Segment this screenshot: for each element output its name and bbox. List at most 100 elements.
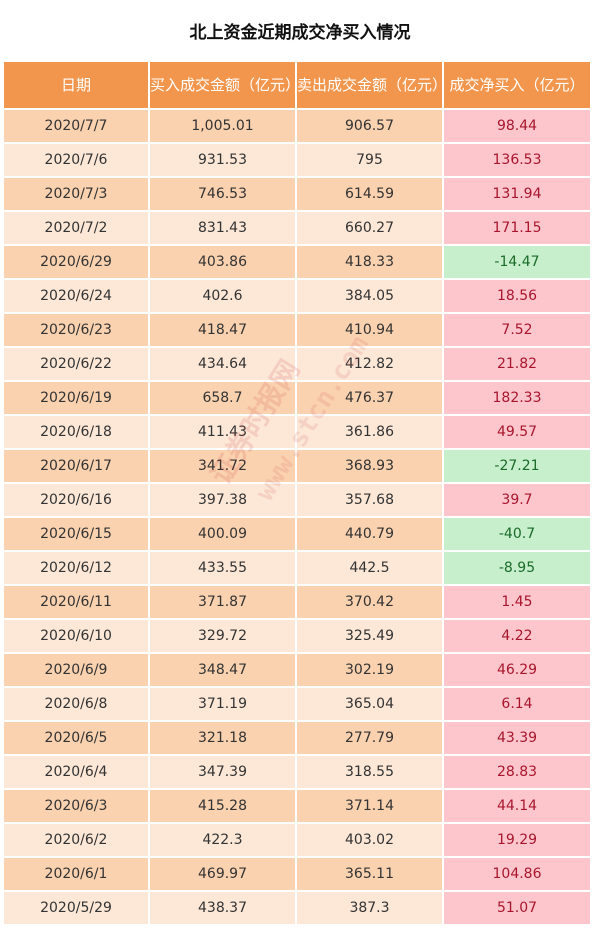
cell-sell: 906.57 [297,110,442,142]
cell-buy: 415.28 [150,790,295,822]
cell-date: 2020/6/1 [4,858,148,890]
cell-date: 2020/6/11 [4,586,148,618]
cell-date: 2020/7/3 [4,178,148,210]
cell-date: 2020/7/6 [4,144,148,176]
cell-sell: 365.11 [297,858,442,890]
cell-date: 2020/6/18 [4,416,148,448]
cell-net: 39.7 [444,484,590,516]
cell-sell: 476.37 [297,382,442,414]
cell-net: 171.15 [444,212,590,244]
cell-net: 4.22 [444,620,590,652]
cell-buy: 434.64 [150,348,295,380]
table-row: 2020/6/24 402.6 384.05 18.56 [4,280,590,312]
cell-sell: 365.04 [297,688,442,720]
cell-date: 2020/6/10 [4,620,148,652]
table-row: 2020/6/9 348.47 302.19 46.29 [4,654,590,686]
cell-sell: 795 [297,144,442,176]
cell-sell: 412.82 [297,348,442,380]
table-row: 2020/6/15 400.09 440.79 -40.7 [4,518,590,550]
cell-date: 2020/6/19 [4,382,148,414]
cell-buy: 438.37 [150,892,295,924]
table-row: 2020/7/6 931.53 795 136.53 [4,144,590,176]
cell-sell: 325.49 [297,620,442,652]
table-row: 2020/6/23 418.47 410.94 7.52 [4,314,590,346]
cell-buy: 371.87 [150,586,295,618]
cell-buy: 397.38 [150,484,295,516]
cell-date: 2020/6/15 [4,518,148,550]
cell-sell: 302.19 [297,654,442,686]
table-row: 2020/6/18 411.43 361.86 49.57 [4,416,590,448]
table-row: 2020/6/22 434.64 412.82 21.82 [4,348,590,380]
cell-sell: 410.94 [297,314,442,346]
cell-date: 2020/6/17 [4,450,148,482]
cell-sell: 442.5 [297,552,442,584]
cell-net: 43.39 [444,722,590,754]
cell-buy: 321.18 [150,722,295,754]
data-table: 日期 买入成交金额（亿元） 卖出成交金额（亿元） 成交净买入（亿元） 2020/… [2,60,592,926]
header-row: 日期 买入成交金额（亿元） 卖出成交金额（亿元） 成交净买入（亿元） [4,62,590,108]
cell-sell: 361.86 [297,416,442,448]
cell-net: 1.45 [444,586,590,618]
table-row: 2020/5/29 438.37 387.3 51.07 [4,892,590,924]
cell-net: 104.86 [444,858,590,890]
cell-net: -40.7 [444,518,590,550]
table-row: 2020/6/8 371.19 365.04 6.14 [4,688,590,720]
cell-net: -14.47 [444,246,590,278]
cell-sell: 614.59 [297,178,442,210]
cell-buy: 341.72 [150,450,295,482]
cell-buy: 329.72 [150,620,295,652]
table-row: 2020/6/4 347.39 318.55 28.83 [4,756,590,788]
table-row: 2020/6/19 658.7 476.37 182.33 [4,382,590,414]
table-row: 2020/6/10 329.72 325.49 4.22 [4,620,590,652]
cell-date: 2020/6/5 [4,722,148,754]
cell-buy: 403.86 [150,246,295,278]
cell-buy: 658.7 [150,382,295,414]
cell-net: 46.29 [444,654,590,686]
cell-sell: 277.79 [297,722,442,754]
cell-buy: 831.43 [150,212,295,244]
table-row: 2020/6/17 341.72 368.93 -27.21 [4,450,590,482]
cell-sell: 368.93 [297,450,442,482]
table-row: 2020/6/29 403.86 418.33 -14.47 [4,246,590,278]
table-row: 2020/6/12 433.55 442.5 -8.95 [4,552,590,584]
cell-sell: 371.14 [297,790,442,822]
table-row: 2020/6/11 371.87 370.42 1.45 [4,586,590,618]
column-header-buy: 买入成交金额（亿元） [150,62,295,108]
cell-net: 7.52 [444,314,590,346]
cell-net: 51.07 [444,892,590,924]
table-row: 2020/6/3 415.28 371.14 44.14 [4,790,590,822]
cell-buy: 371.19 [150,688,295,720]
cell-buy: 433.55 [150,552,295,584]
table-row: 2020/6/1 469.97 365.11 104.86 [4,858,590,890]
cell-net: -8.95 [444,552,590,584]
cell-net: 49.57 [444,416,590,448]
cell-date: 2020/6/24 [4,280,148,312]
cell-sell: 384.05 [297,280,442,312]
cell-net: 182.33 [444,382,590,414]
cell-sell: 370.42 [297,586,442,618]
table-body: 2020/7/7 1,005.01 906.57 98.44 2020/7/6 931.5… [4,110,590,924]
cell-buy: 746.53 [150,178,295,210]
cell-sell: 440.79 [297,518,442,550]
cell-net: 19.29 [444,824,590,856]
cell-buy: 347.39 [150,756,295,788]
cell-net: 21.82 [444,348,590,380]
cell-net: 136.53 [444,144,590,176]
cell-net: 6.14 [444,688,590,720]
table-row: 2020/6/16 397.38 357.68 39.7 [4,484,590,516]
cell-buy: 422.3 [150,824,295,856]
cell-sell: 357.68 [297,484,442,516]
cell-date: 2020/6/23 [4,314,148,346]
cell-net: 44.14 [444,790,590,822]
cell-sell: 418.33 [297,246,442,278]
cell-date: 2020/6/2 [4,824,148,856]
cell-date: 2020/5/29 [4,892,148,924]
cell-buy: 931.53 [150,144,295,176]
column-header-net: 成交净买入（亿元） [444,62,590,108]
cell-date: 2020/6/8 [4,688,148,720]
cell-buy: 400.09 [150,518,295,550]
cell-net: 28.83 [444,756,590,788]
cell-date: 2020/6/16 [4,484,148,516]
cell-net: -27.21 [444,450,590,482]
cell-buy: 1,005.01 [150,110,295,142]
